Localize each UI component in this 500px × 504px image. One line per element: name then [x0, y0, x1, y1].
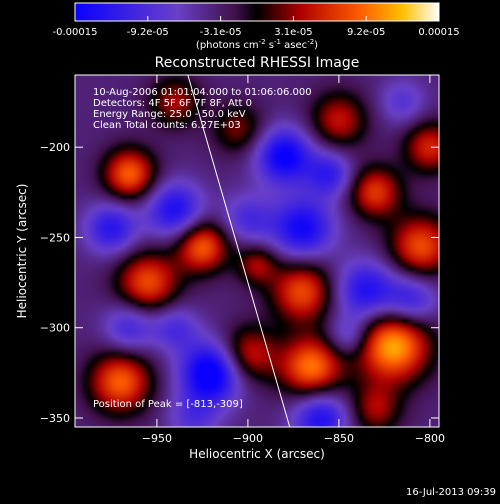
colorbar-tick-label: 0.00015: [418, 27, 459, 38]
y-axis-label: Heliocentric Y (arcsec): [15, 184, 29, 319]
colorbar-tick-label: 9.2e-05: [347, 27, 385, 38]
x-tick-label: −950: [142, 432, 172, 445]
footer-timestamp: 16-Jul-2013 09:39: [406, 487, 496, 498]
colorbar-tick-labels: -0.00015 -9.2e-05 -3.1e-05 3.1e-05 9.2e-05 0.…: [53, 27, 460, 38]
colorbar-tick-label: -9.2e-05: [127, 27, 169, 38]
heatmap-raster: [75, 75, 439, 427]
colorbar-units: (photons cm-2 s-1 asec-2): [196, 38, 318, 51]
x-tick-label: −800: [415, 432, 445, 445]
solar-limb-line: [187, 75, 291, 427]
annotation-peak: Position of Peak = [-813,-309]: [93, 399, 243, 410]
y-tick-label: −250: [40, 231, 70, 244]
y-tick-label: −350: [40, 412, 70, 425]
colorbar-tick-label: 3.1e-05: [274, 27, 312, 38]
colorbar-tick-label: -3.1e-05: [200, 27, 242, 38]
x-axis-label: Heliocentric X (arcsec): [189, 447, 325, 461]
x-axis: −950 −900 −850 −800: [142, 75, 445, 445]
chart-title: Reconstructed RHESSI Image: [155, 55, 360, 71]
y-axis: −200 −250 −300 −350: [40, 141, 439, 425]
annotation-time: 10-Aug-2006 01:01:04.000 to 01:06:06.000: [93, 87, 312, 98]
colorbar-gradient: [74, 2, 440, 22]
colorbar-ticks: [74, 16, 440, 21]
colorbar: -0.00015 -9.2e-05 -3.1e-05 3.1e-05 9.2e-05 0.…: [53, 2, 460, 51]
plot-frame: [74, 74, 440, 428]
annotation-detectors: Detectors: 4F 5F 6F 7F 8F, Att 0: [93, 98, 252, 109]
annotation-energy: Energy Range: 25.0 - 50.0 keV: [93, 109, 246, 120]
annotations: 10-Aug-2006 01:01:04.000 to 01:06:06.000…: [93, 87, 312, 410]
x-tick-label: −900: [233, 432, 263, 445]
heatmap-image: [75, 75, 439, 427]
colorbar-tick-label: -0.00015: [53, 27, 98, 38]
y-tick-label: −200: [40, 141, 70, 154]
x-tick-label: −850: [324, 432, 354, 445]
y-tick-label: −300: [40, 322, 70, 335]
annotation-clean: Clean Total counts: 6.27E+03: [93, 120, 241, 131]
